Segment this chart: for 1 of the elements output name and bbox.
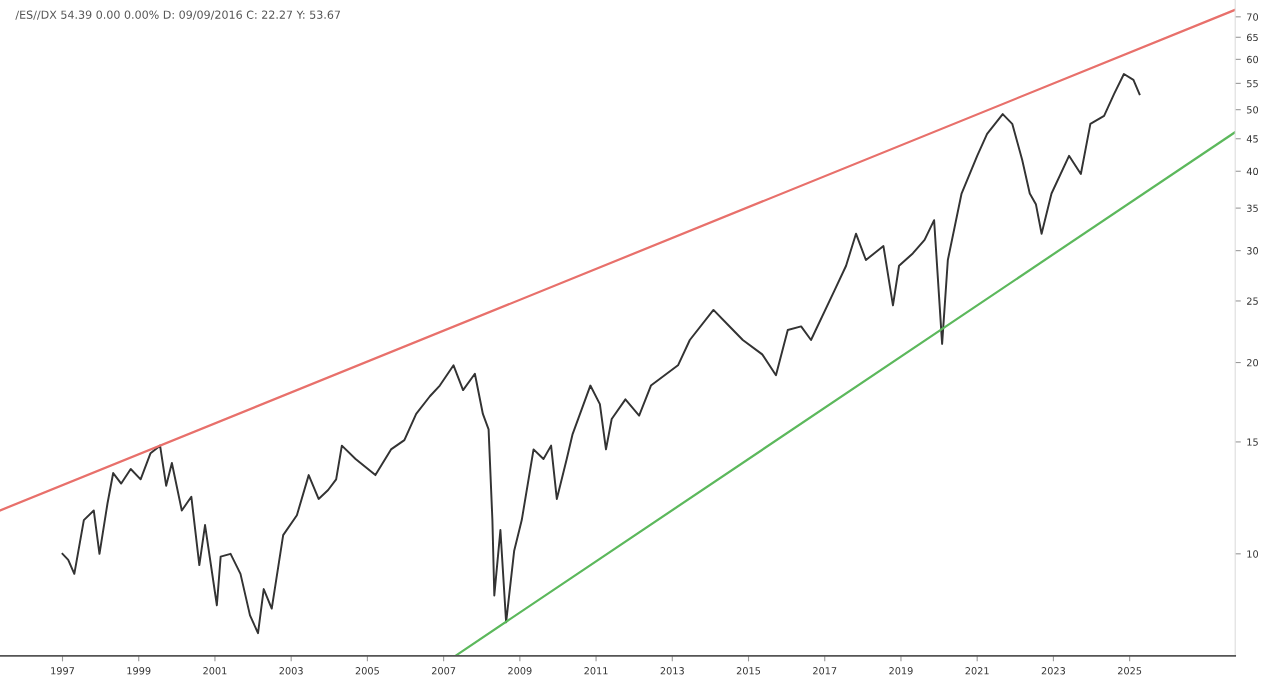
line-series <box>61 73 1141 635</box>
